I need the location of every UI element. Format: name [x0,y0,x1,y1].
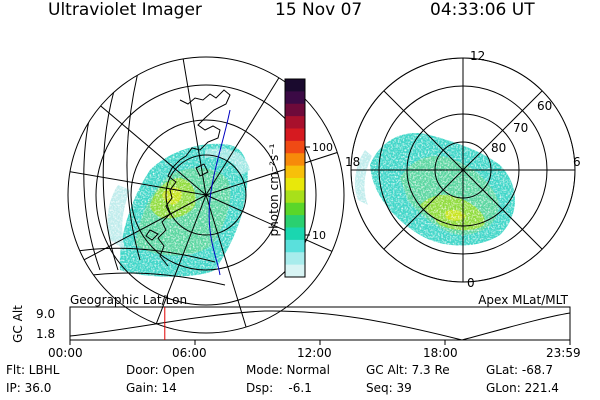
colorbar-cell [285,264,305,278]
colorbar-tick-10: 10 [312,229,326,242]
header-bar: Ultraviolet Imager 15 Nov 07 04:33:06 UT [0,0,600,24]
instrument-title: Ultraviolet Imager [48,0,202,20]
colorbar-cell [285,103,305,117]
colorbar-cell [285,91,305,105]
colorbar-cell [285,252,305,266]
colorbar-cell [285,128,305,142]
colorbar-cell [285,178,305,191]
date-label: 15 Nov 07 [275,0,363,20]
mlt-label-18: 18 [345,155,360,169]
colorbar-cell [285,190,305,204]
mlat-label-60: 60 [537,99,552,113]
colorbar-cell [285,215,305,228]
time-tick-1200: 12:00 [297,346,332,360]
gain-value: Gain: 14 [126,381,177,395]
longitude-lines [68,57,344,333]
mlt-label-12: 12 [470,49,485,63]
time-tick-1800: 18:00 [423,346,458,360]
door-value: Door: Open [126,363,195,377]
glon-value: GLon: 221.4 [486,381,559,395]
time-tick-2359: 23:59 [546,346,581,360]
altitude-axis-label: GC Alt [11,305,25,343]
colorbar-cell [285,116,305,129]
time-label: 04:33:06 UT [430,0,535,20]
colorbar: 100 10 photon cm⁻²s⁻¹ [267,78,333,278]
seq-value: Seq: 39 [366,381,412,395]
mlat-label-70: 70 [513,121,528,135]
colorbar-cell [285,79,305,92]
colorbar-cell [285,227,305,241]
gc-alt-value: GC Alt: 7.3 Re [366,363,450,377]
mlt-label-0: 0 [467,276,475,290]
colorbar-tick-100: 100 [312,141,333,154]
apex-caption: Apex MLat/MLT [478,293,568,307]
geographic-caption: Geographic Lat/Lon [70,293,187,307]
colorbar-cell [285,239,305,253]
altitude-tick-high: 9.0 [36,307,55,321]
altitude-curve [69,310,571,341]
colorbar-cell [285,165,305,179]
flt-value: Flt: LBHL [6,363,60,377]
colorbar-unit-label: photon cm⁻²s⁻¹ [267,143,281,236]
apex-panel: 12 18 6 0 60 70 80 [345,49,581,290]
geographic-panel [67,56,345,334]
ip-value: IP: 36.0 [6,381,52,395]
colorbar-cell [285,153,305,167]
aurora-image-geographic [107,143,250,277]
colorbar-cell [285,140,305,154]
time-tick-0600: 06:00 [172,346,207,360]
dsp-value: Dsp: -6.1 [246,381,312,395]
altitude-plot-frame [69,306,571,341]
mode-value: Mode: Normal [246,363,330,377]
glat-value: GLat: -68.7 [486,363,553,377]
mlt-label-6: 6 [573,155,581,169]
altitude-tick-low: 1.8 [36,327,55,341]
altitude-plot: Geographic Lat/Lon Apex MLat/MLT GC Alt … [11,293,581,360]
mlat-label-80: 80 [491,141,506,155]
latitude-circles [68,57,344,333]
track-line [208,109,231,276]
time-tick-0000: 00:00 [48,346,83,360]
coastline [157,89,231,267]
colorbar-cell [285,202,305,216]
